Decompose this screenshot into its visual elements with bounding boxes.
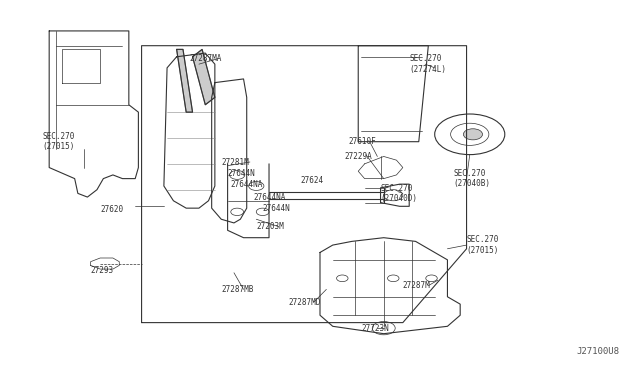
Text: SEC.270
(27040D): SEC.270 (27040D) xyxy=(381,184,417,203)
Text: SEC.270
(27274L): SEC.270 (27274L) xyxy=(409,54,446,74)
Text: 27620: 27620 xyxy=(100,205,124,215)
Text: 27293: 27293 xyxy=(91,266,114,275)
Text: 27644NA: 27644NA xyxy=(231,180,263,189)
Text: 27610F: 27610F xyxy=(349,137,376,146)
Text: 27281M: 27281M xyxy=(221,157,249,167)
Text: SEC.270
(27015): SEC.270 (27015) xyxy=(43,132,75,151)
Text: SEC.270
(27040B): SEC.270 (27040B) xyxy=(454,169,491,188)
Text: 27644N: 27644N xyxy=(262,203,291,213)
Text: 27624: 27624 xyxy=(301,176,324,185)
Text: 27723N: 27723N xyxy=(362,324,389,333)
Text: 27229A: 27229A xyxy=(344,152,372,161)
Text: 27287MB: 27287MB xyxy=(221,285,253,294)
Text: 27203M: 27203M xyxy=(256,222,284,231)
Text: 27287MA: 27287MA xyxy=(189,54,221,63)
Polygon shape xyxy=(177,49,193,112)
Text: 27644N: 27644N xyxy=(228,169,255,177)
Text: SEC.270
(27015): SEC.270 (27015) xyxy=(467,235,499,255)
Polygon shape xyxy=(193,49,215,105)
Text: 27644NA: 27644NA xyxy=(253,193,285,202)
Text: 27287M: 27287M xyxy=(403,281,431,290)
Text: 27287MD: 27287MD xyxy=(288,298,321,307)
Text: J27100U8: J27100U8 xyxy=(577,347,620,356)
Circle shape xyxy=(463,129,483,140)
